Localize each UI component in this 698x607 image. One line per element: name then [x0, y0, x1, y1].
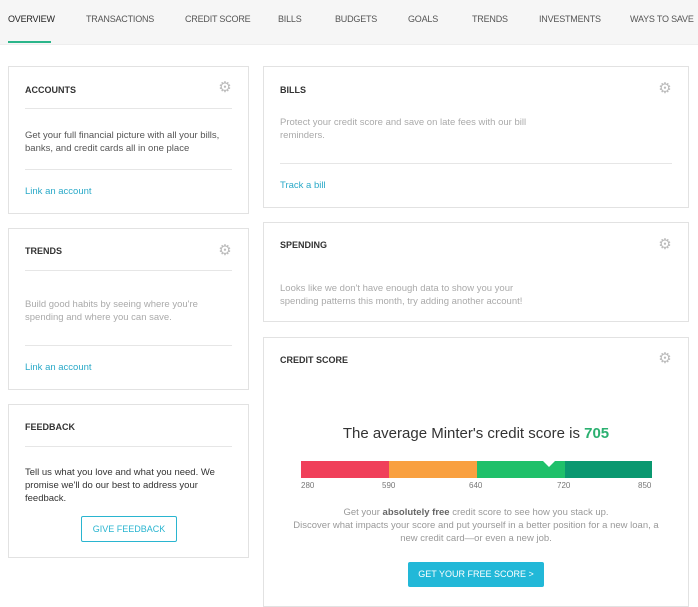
- card-title: ACCOUNTS: [25, 85, 76, 95]
- give-feedback-button[interactable]: GIVE FEEDBACK: [81, 516, 177, 542]
- desc-text: Get your: [343, 507, 383, 518]
- divider: [25, 108, 232, 109]
- track-bill-link[interactable]: Track a bill: [280, 180, 326, 191]
- tab-goals[interactable]: GOALS: [408, 14, 439, 24]
- tab-budgets[interactable]: BUDGETS: [335, 14, 378, 24]
- gauge-segment-excellent: [565, 461, 652, 478]
- gear-icon[interactable]: ⚙: [218, 79, 232, 96]
- card-title: TRENDS: [25, 246, 63, 256]
- desc-bold: absolutely free: [382, 507, 450, 518]
- card-text: Build good habits by seeing where you're…: [25, 299, 198, 323]
- divider: [25, 169, 232, 170]
- card-title: FEEDBACK: [25, 422, 76, 432]
- spending-card: SPENDING ⚙ Looks like we don't have enou…: [263, 222, 689, 322]
- tick-label: 590: [382, 481, 396, 490]
- active-tab-indicator: [8, 41, 51, 43]
- tab-credit-score[interactable]: CREDIT SCORE: [185, 14, 251, 24]
- card-text: Protect your credit score and save on la…: [280, 117, 527, 141]
- top-nav: OVERVIEW TRANSACTIONS CREDIT SCORE BILLS…: [0, 0, 698, 45]
- score-marker: [543, 461, 555, 467]
- tab-overview[interactable]: OVERVIEW: [8, 14, 55, 24]
- tab-bills[interactable]: BILLS: [278, 14, 302, 24]
- feedback-card: FEEDBACK Tell us what you love and what …: [8, 404, 249, 558]
- divider: [25, 345, 232, 346]
- average-score: 705: [584, 425, 610, 442]
- gauge-segment-poor: [301, 461, 389, 478]
- tab-transactions[interactable]: TRANSACTIONS: [86, 14, 155, 24]
- divider: [25, 270, 232, 271]
- tick-label: 850: [638, 481, 652, 490]
- bills-card: BILLS ⚙ Protect your credit score and sa…: [263, 66, 689, 208]
- card-title: BILLS: [280, 85, 306, 95]
- trends-card: TRENDS ⚙ Build good habits by seeing whe…: [8, 228, 249, 390]
- tick-label: 720: [557, 481, 571, 490]
- link-account-link[interactable]: Link an account: [25, 362, 92, 373]
- credit-description: Get your absolutely free credit score to…: [284, 506, 668, 545]
- tick-label: 280: [301, 481, 315, 490]
- gauge-segment-fair: [389, 461, 477, 478]
- gear-icon[interactable]: ⚙: [658, 80, 672, 97]
- credit-score-card: CREDIT SCORE ⚙ The average Minter's cred…: [263, 337, 689, 607]
- accounts-card: ACCOUNTS ⚙ Get your full financial pictu…: [8, 66, 249, 214]
- credit-headline: The average Minter's credit score is 705: [264, 425, 688, 442]
- card-title: SPENDING: [280, 240, 328, 250]
- gear-icon[interactable]: ⚙: [658, 350, 672, 367]
- divider: [25, 446, 232, 447]
- desc-text: Discover what impacts your score and put…: [293, 520, 659, 544]
- gear-icon[interactable]: ⚙: [218, 242, 232, 259]
- card-text: Looks like we don't have enough data to …: [280, 283, 523, 307]
- card-text: Get your full financial picture with all…: [25, 130, 220, 154]
- divider: [280, 163, 672, 164]
- gear-icon[interactable]: ⚙: [658, 236, 672, 253]
- tick-label: 640: [469, 481, 483, 490]
- tab-ways-to-save[interactable]: WAYS TO SAVE: [630, 14, 694, 24]
- headline-text: The average Minter's credit score is: [342, 425, 580, 442]
- card-text: Tell us what you love and what you need.…: [25, 467, 215, 504]
- get-free-score-button[interactable]: GET YOUR FREE SCORE >: [408, 562, 544, 587]
- desc-text: credit score to see how you stack up.: [449, 507, 609, 518]
- card-title: CREDIT SCORE: [280, 355, 349, 365]
- link-account-link[interactable]: Link an account: [25, 186, 92, 197]
- tab-trends[interactable]: TRENDS: [472, 14, 508, 24]
- tab-investments[interactable]: INVESTMENTS: [539, 14, 601, 24]
